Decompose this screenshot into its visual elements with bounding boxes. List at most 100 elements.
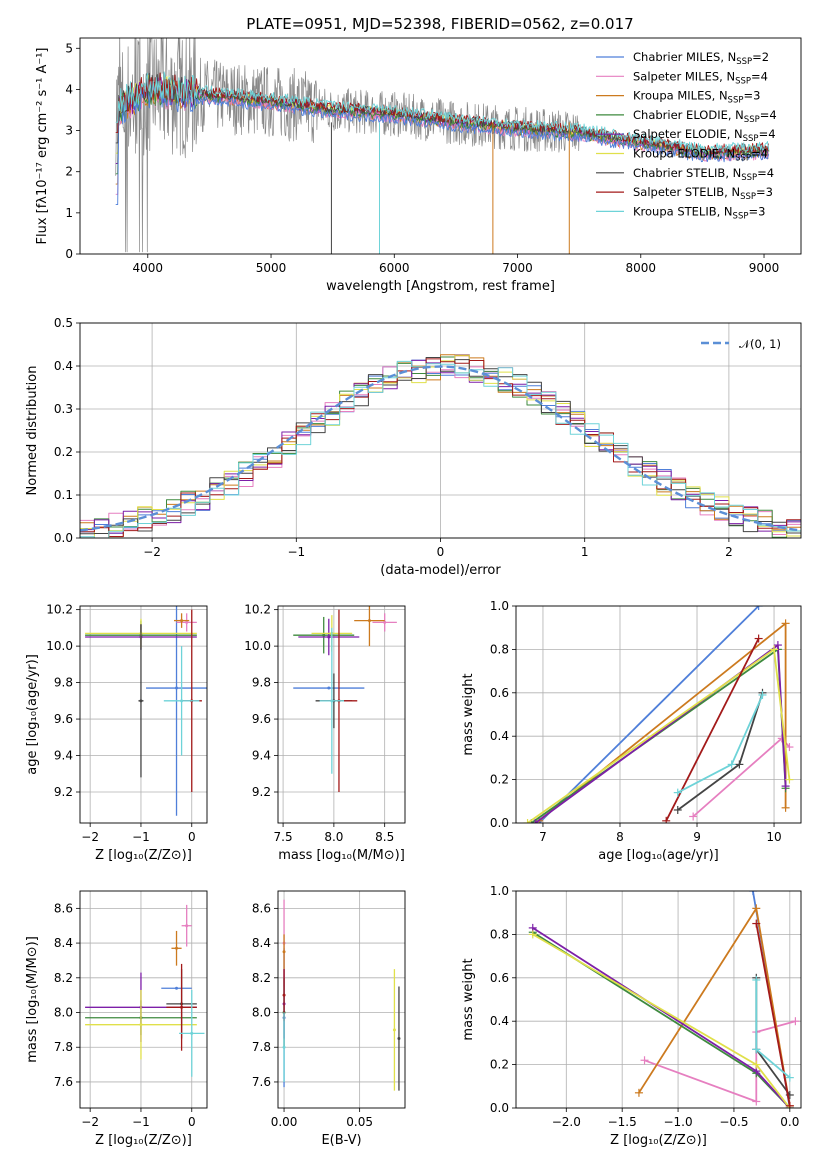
y-tick-label: 7.8 [252,1040,271,1054]
legend-subscript: SSP [735,76,751,86]
legend-suffix: =3 [743,89,760,103]
data-point [397,1037,401,1041]
y-tick-label: 7.6 [54,1075,73,1089]
y-tick-label: 5 [65,41,73,55]
x-tick-label: −2.0 [552,1115,581,1129]
data-point [282,950,286,954]
y-tick-label: 0.6 [490,971,509,985]
legend-subscript: SSP [736,57,752,67]
legend-label: Salpeter STELIB, N [633,185,740,199]
plot-area-age-vs-mass [293,606,397,792]
y-tick-label: 0.8 [490,927,509,941]
y-tick-label: 8.2 [54,971,73,985]
x-axis-label: E(B-V) [321,1133,361,1148]
data-point [327,686,331,690]
y-tick-label: 0 [65,247,73,261]
panel-spectrum: 4000 5000 6000 7000 8000 9000 0 1 2 3 4 5 wavelength… [35,37,802,294]
legend-subscript: SSP [735,154,751,164]
axes-frame [79,322,802,539]
y-tick-label: 8.6 [54,901,73,915]
axes-frame [79,605,208,824]
y-axis-label: mass weight [461,958,476,1040]
legend-subscript: SSP [740,192,756,202]
panel-residuals: −2 −1 0 1 2 0.0 0.1 0.2 0.3 0.4 0.5 (data-model)/er… [25,316,802,578]
x-tick-label: 9000 [749,261,780,275]
y-tick-label: 0.4 [54,359,73,373]
data-point [282,993,286,997]
legend-label: Chabrier ELODIE, N [633,108,744,122]
legend-suffix: =4 [757,166,774,180]
panel-mass-vs-Z: −2 −1 0 7.6 7.8 8.0 8.2 8.4 8.6 Z [log₁₀(Z/Z⊙)] ma… [25,890,208,1148]
data-point [322,633,326,637]
y-axis-label: Flux [fλ10⁻¹⁷ erg cm⁻² s⁻¹ A⁻¹] [35,48,50,245]
legend-suffix: =4 [751,147,768,161]
x-tick-label: 8 [616,830,624,844]
y-tick-label: 9.4 [252,749,271,763]
axes-frame [515,605,802,824]
legend-entry: Kroupa ELODIE, NSSP=4 [633,147,768,164]
x-tick-label: 10 [766,830,781,844]
y-tick-label: 0.8 [490,642,509,656]
legend-subscript: SSP [733,211,749,221]
plot-area-mass-weight-vs-age [523,606,794,823]
data-point [175,686,179,690]
x-tick-label: −1.0 [663,1115,692,1129]
plot-area-residuals [80,354,801,538]
x-axis-label: Z [log₁₀(Z/Z⊙)] [95,1133,192,1148]
y-tick-label: 4 [65,82,73,96]
legend-entry: Salpeter ELODIE, NSSP=4 [633,127,776,144]
panel-mass-vs-ebv: 0.00 0.05 7.6 7.8 8.0 8.2 8.4 8.6 E(B-V) [252,890,406,1148]
plot-area-age-vs-Z [85,606,207,816]
data-point [392,1028,396,1032]
panel-age-vs-Z: −2 −1 0 9.2 9.4 9.6 9.8 10.0 10.2 Z [log₁₀(Z/Z⊙)]… [25,603,208,863]
y-tick-label: 0.0 [490,816,509,830]
x-tick-label: 1 [581,545,589,559]
x-tick-label: 0.00 [271,1115,298,1129]
x-tick-label: 0 [437,545,445,559]
y-axis-label: Normed distribution [25,366,40,496]
y-tick-label: 0.2 [490,1058,509,1072]
data-point [185,620,189,624]
data-point [175,986,179,990]
data-point [282,1045,286,1049]
x-tick-label: −1 [132,1115,150,1129]
legend-suffix: =3 [748,204,765,218]
legend-subscript: SSP [744,115,760,125]
legend-label: Kroupa STELIB, N [633,204,733,218]
x-tick-label: −1 [287,545,305,559]
x-tick-label: −2 [143,545,161,559]
legend-entry: Chabrier STELIB, NSSP=4 [633,166,774,183]
model-spectrum-8 [115,71,769,153]
y-tick-label: 7.6 [252,1075,271,1089]
x-tick-label: 0 [188,1115,196,1129]
data-point [180,619,184,623]
y-tick-label: 0.2 [54,445,73,459]
legend-label: Kroupa ELODIE, N [633,147,735,161]
y-axis-label: mass [log₁₀(M/M⊙)] [25,936,40,1063]
legend-entry: Salpeter MILES, NSSP=4 [633,69,768,86]
legend-entry: Chabrier ELODIE, NSSP=4 [633,108,777,125]
mass-weight-line-0 [538,606,760,823]
x-axis-label: Z [log₁₀(Z/Z⊙)] [610,1133,707,1148]
y-tick-label: 9.2 [54,785,73,799]
x-tick-label: 9 [693,830,701,844]
y-tick-label: 0.3 [54,402,73,416]
y-tick-label: 0.6 [490,686,509,700]
y-tick-label: 0.0 [54,531,73,545]
x-axis-label: Z [log₁₀(Z/Z⊙)] [95,848,192,863]
plot-area-mass-vs-ebv [282,899,401,1091]
data-point [190,1031,194,1035]
y-tick-label: 10.2 [46,603,73,617]
y-tick-label: 0.1 [54,488,73,502]
legend-suffix: =4 [759,127,776,141]
panel-mass-weight-vs-Z: −2.0 −1.5 −1.0 −0.5 0.0 0.0 0.2 0.4 0.6 0.8 1.0 Z [… [461,884,802,1148]
x-tick-label: 7.5 [274,830,293,844]
y-tick-label: 10.2 [244,603,271,617]
x-axis-label: wavelength [Angstrom, rest frame] [326,279,555,294]
x-tick-label: −1 [132,830,150,844]
y-tick-label: 9.4 [54,749,73,763]
model-spectrum-0 [115,81,769,206]
x-tick-label: 8000 [626,261,657,275]
x-axis-label: age [log₁₀(age/yr)] [598,848,719,863]
y-tick-label: 0.4 [490,1014,509,1028]
